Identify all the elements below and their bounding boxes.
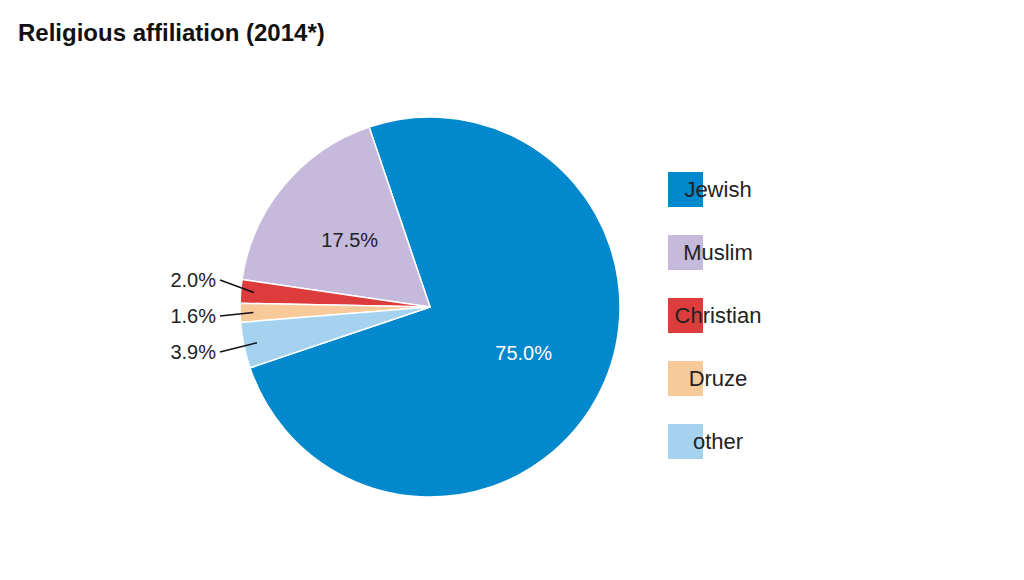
svg-text:other: other — [693, 429, 743, 454]
svg-text:3.9%: 3.9% — [170, 341, 216, 363]
svg-text:Muslim: Muslim — [683, 240, 753, 265]
svg-text:Christian: Christian — [675, 303, 762, 328]
svg-text:75.0%: 75.0% — [495, 342, 552, 364]
html-text:Religious affiliation (2014*): Religious affiliation (2014*) — [18, 19, 325, 46]
svg-text:Druze: Druze — [689, 366, 748, 391]
svg-text:1.6%: 1.6% — [170, 305, 216, 327]
svg-text:2.0%: 2.0% — [170, 269, 216, 291]
svg-text:17.5%: 17.5% — [321, 229, 378, 251]
svg-text:Jewish: Jewish — [684, 177, 751, 202]
